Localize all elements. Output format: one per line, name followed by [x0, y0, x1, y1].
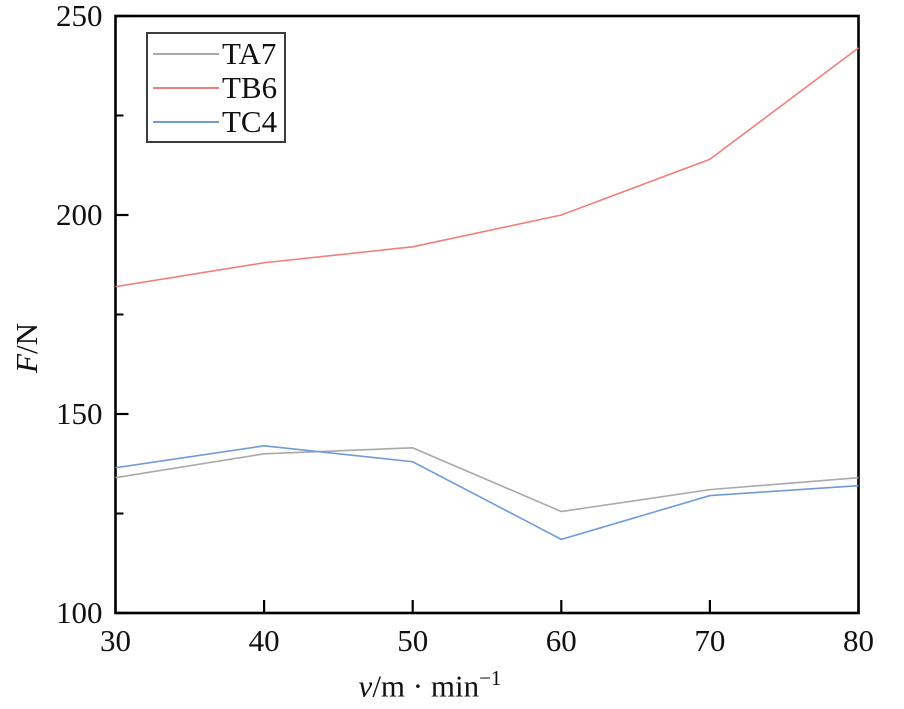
legend-item: TC4: [153, 105, 284, 139]
legend-label: TB6: [222, 70, 278, 105]
legend-item: TB6: [153, 71, 284, 105]
y-axis-label: F/N: [9, 293, 45, 403]
series-line-tb6: [115, 47, 859, 288]
x-axis-label-unit: /m · min: [372, 668, 480, 704]
x-axis-tick-label: 70: [694, 623, 725, 658]
legend: TA7 TB6 TC4: [146, 32, 286, 143]
legend-item: TA7: [153, 37, 284, 71]
legend-label: TA7: [222, 36, 277, 71]
x-axis-label-variable: v: [358, 668, 373, 704]
x-axis-tick-label: 40: [249, 623, 280, 658]
x-axis-tick-label: 30: [100, 623, 131, 658]
legend-line-sample: [153, 52, 219, 55]
y-axis-tick-label: 100: [56, 595, 103, 630]
x-axis-tick-label: 60: [546, 623, 577, 658]
x-axis-tick-label: 80: [843, 623, 874, 658]
y-axis-label-variable: F: [9, 354, 44, 373]
x-axis-label: v/m · min−1: [0, 666, 860, 704]
x-axis-label-exponent: −1: [479, 666, 502, 690]
y-axis-tick-label: 200: [56, 197, 103, 232]
y-axis-tick-label: 150: [56, 396, 103, 431]
x-axis-tick-label: 50: [397, 623, 428, 658]
y-axis-label-unit: /N: [9, 323, 44, 355]
legend-line-sample: [153, 86, 219, 89]
series-line-tc4: [115, 445, 859, 541]
y-axis-tick-label: 250: [56, 0, 103, 33]
legend-line-sample: [153, 120, 219, 123]
series-line-ta7: [115, 447, 859, 513]
legend-label: TC4: [222, 104, 278, 139]
